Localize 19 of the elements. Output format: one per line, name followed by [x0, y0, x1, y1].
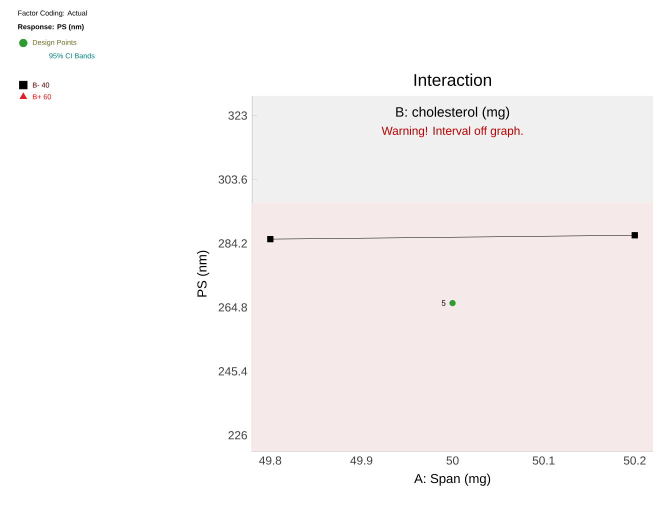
point: [267, 236, 274, 242]
x-tick-label: 50.1: [532, 456, 555, 464]
y-axis-title: PS (nm): [197, 250, 210, 296]
y-tick-label: 303.6: [218, 175, 247, 184]
annotation: Warning! Interval off graph.: [382, 126, 522, 138]
point: [449, 300, 456, 306]
y-tick-label: 226: [228, 430, 247, 440]
chart-title: Interaction: [414, 73, 492, 86]
point: [632, 232, 638, 238]
x-axis-title: A: Span (mg): [414, 473, 490, 486]
y-tick-label: 264.8: [218, 303, 247, 312]
x-tick-label: 50: [446, 456, 459, 464]
x-tick-label: 50.2: [624, 456, 646, 464]
x-tick-label: 49.8: [259, 456, 282, 464]
x-tick-label: 49.9: [350, 456, 372, 464]
text: B: cholesterol (mg): [396, 106, 510, 120]
y-tick-label: 284.2: [218, 239, 247, 248]
y-tick-label: 245.4: [218, 366, 248, 376]
y-tick-label: 323: [228, 111, 247, 120]
